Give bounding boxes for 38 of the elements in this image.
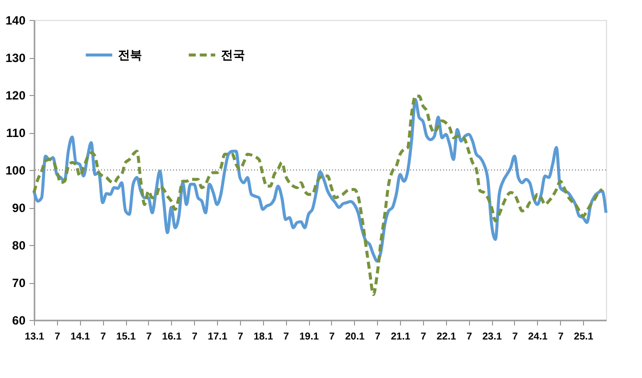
x-tick-label: 7: [100, 332, 106, 342]
x-tick-label: 25.1: [574, 332, 594, 342]
x-tick-label: 7: [558, 332, 564, 342]
y-tick-label: 90: [12, 201, 26, 215]
x-tick-label: 7: [238, 332, 244, 342]
x-tick-label: 13.1: [24, 332, 45, 342]
x-tick-label: 7: [420, 332, 427, 342]
x-tick-label: 7: [466, 332, 472, 342]
x-tick-label: 17.1: [208, 332, 228, 342]
x-tick-label: 7: [192, 332, 198, 342]
x-tick-label: 22.1: [436, 332, 457, 342]
legend-label: 전북: [118, 48, 142, 62]
y-tick-label: 110: [6, 126, 26, 140]
y-tick-label: 130: [5, 51, 26, 65]
x-tick-label: 21.1: [390, 332, 411, 342]
x-tick-label: 7: [374, 332, 381, 342]
x-tick-label: 16.1: [162, 332, 182, 342]
x-tick-label: 7: [512, 332, 518, 342]
y-tick-label: 80: [12, 238, 26, 252]
x-tick-label: 15.1: [116, 332, 136, 342]
x-tick-label: 24.1: [528, 332, 548, 342]
x-tick-label: 19.1: [299, 332, 320, 342]
x-tick-label: 14.1: [70, 332, 90, 342]
x-tick-label: 7: [146, 332, 152, 342]
x-tick-label: 7: [283, 332, 290, 342]
line-series: [32, 98, 608, 263]
y-tick-label: 100: [5, 164, 26, 178]
x-tick-label: 20.1: [345, 332, 365, 342]
x-tick-label: 7: [54, 332, 61, 342]
y-tick-label: 60: [12, 314, 26, 328]
x-tick-label: 23.1: [482, 332, 502, 342]
x-tick-label: 7: [329, 332, 336, 342]
line-series: [32, 94, 604, 296]
y-tick-label: 120: [5, 88, 26, 102]
y-tick-label: 70: [12, 276, 26, 290]
y-tick-label: 140: [5, 14, 26, 28]
legend-label: 전국: [221, 48, 245, 62]
x-tick-label: 18.1: [254, 332, 274, 342]
